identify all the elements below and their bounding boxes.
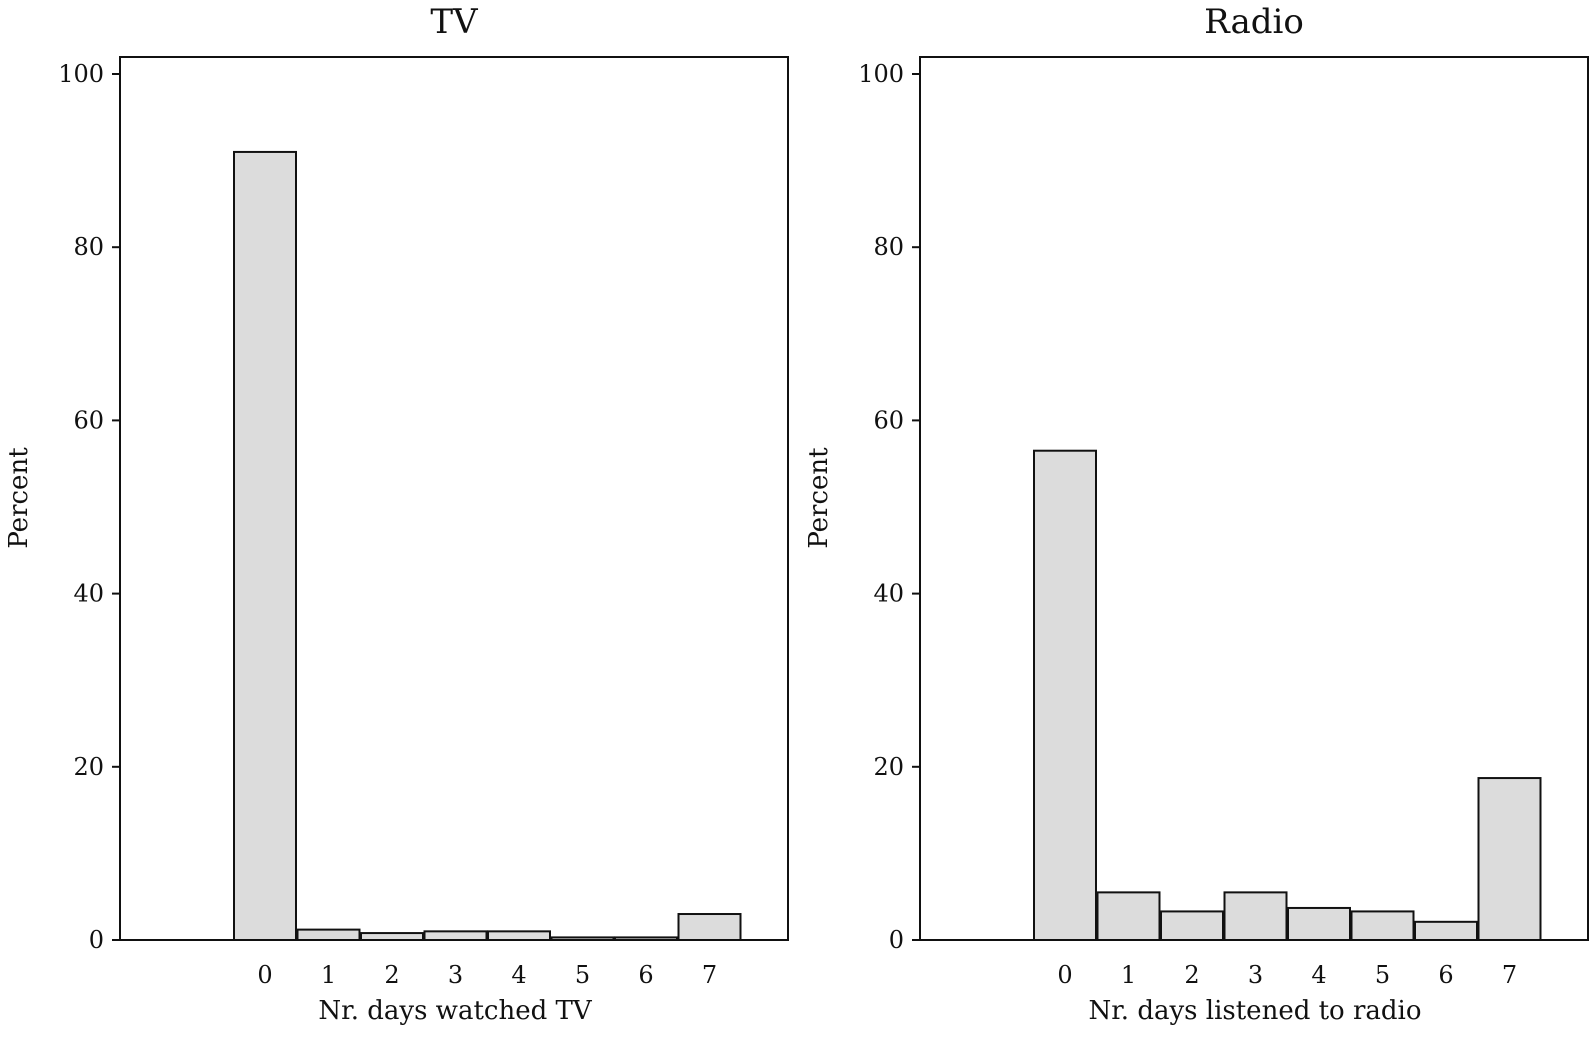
y-tick-label: 0	[889, 926, 904, 954]
bar-2	[360, 932, 424, 942]
chart-panel-0: TV 0 20 40 60 80 100 0 1 2 3 4 5 6 7 Nr. days watched T…	[4, 2, 789, 1026]
y-axis-label: Percent	[4, 447, 34, 549]
bar-7	[1477, 777, 1542, 941]
x-tick-label: 7	[1502, 961, 1517, 989]
bar-5	[1350, 910, 1415, 941]
x-axis-label: Nr. days listened to radio	[1088, 996, 1421, 1026]
chart-title: TV	[430, 2, 479, 42]
x-tick-label: 5	[575, 961, 590, 989]
bar-1	[296, 928, 361, 941]
bar-0	[233, 150, 297, 941]
bar-4	[487, 930, 551, 942]
x-tick-label: 6	[638, 961, 653, 989]
x-tick-label: 2	[384, 961, 399, 989]
y-tick-label: 100	[58, 60, 104, 88]
x-tick-label: 6	[1438, 961, 1453, 989]
y-axis-label: Percent	[804, 447, 834, 549]
bar-4	[1287, 906, 1351, 942]
y-tick-label: 60	[73, 406, 104, 434]
x-tick-label: 2	[1184, 961, 1199, 989]
bar-6	[1414, 920, 1478, 942]
y-tick-label: 40	[73, 580, 104, 608]
y-tick-label: 20	[873, 753, 904, 781]
chart-title: Radio	[1204, 2, 1304, 42]
bar-0	[1033, 449, 1097, 941]
x-tick-label: 4	[1311, 961, 1326, 989]
bar-2	[1160, 910, 1224, 941]
x-tick-label: 3	[448, 961, 463, 989]
bar-3	[423, 930, 488, 942]
x-tick-label: 1	[321, 961, 336, 989]
plot-frame	[919, 56, 1589, 941]
x-tick-label: 1	[1121, 961, 1136, 989]
x-tick-label: 4	[511, 961, 526, 989]
y-tick-label: 80	[873, 233, 904, 261]
y-tick-label: 20	[73, 753, 104, 781]
x-tick-label: 5	[1375, 961, 1390, 989]
bar-3	[1223, 891, 1288, 941]
x-axis-label: Nr. days watched TV	[318, 996, 592, 1026]
bar-1	[1096, 891, 1161, 941]
y-tick-label: 40	[873, 580, 904, 608]
y-tick-label: 80	[73, 233, 104, 261]
x-tick-label: 0	[1057, 961, 1072, 989]
x-tick-label: 7	[702, 961, 717, 989]
y-tick-label: 100	[858, 60, 904, 88]
y-tick-label: 60	[873, 406, 904, 434]
x-tick-label: 3	[1248, 961, 1263, 989]
bar-7	[677, 913, 742, 942]
chart-panel-1: Radio 0 20 40 60 80 100 0 1 2 3 4 5 6 7 Nr. days listen…	[804, 2, 1589, 1026]
plot-frame	[119, 56, 789, 941]
x-tick-label: 0	[257, 961, 272, 989]
y-tick-label: 0	[89, 926, 104, 954]
